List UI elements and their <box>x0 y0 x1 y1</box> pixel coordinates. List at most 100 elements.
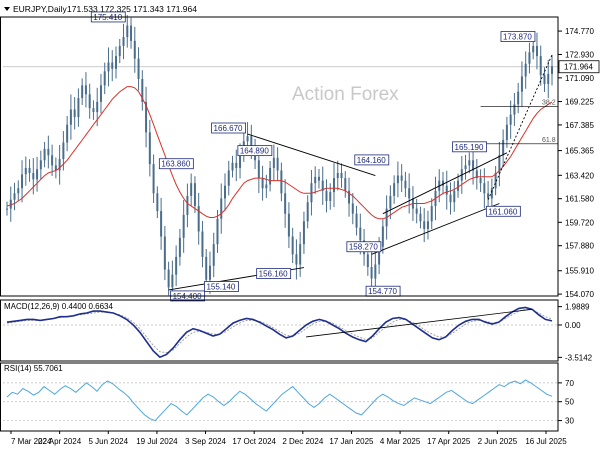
candle-body <box>389 195 392 209</box>
candle-body <box>186 195 189 215</box>
macd-panel: MACD(12,26,9) 0.4400 0.6634 1.9889 0.00 -3… <box>3 302 593 362</box>
price-axis-label: 161.580 <box>565 195 594 204</box>
rsi-axis-label: 50 <box>565 398 574 407</box>
chevron-down-icon[interactable] <box>4 7 10 11</box>
candle-body <box>227 170 230 186</box>
candle-body <box>502 139 505 156</box>
candle-body <box>21 174 24 189</box>
candle-body <box>475 170 478 179</box>
candle-body <box>205 256 208 280</box>
candle-body <box>107 62 110 72</box>
price-axis-label: 155.910 <box>565 267 594 276</box>
price-label: 164.160 <box>357 156 386 165</box>
time-axis-label: 16 Jul 2025 <box>525 437 567 446</box>
candle-body <box>419 213 422 222</box>
candle-body <box>118 45 121 57</box>
price-axis-label: 159.720 <box>565 218 594 227</box>
ohlc-readout: 171.533 172.325 171.343 171.964 <box>67 4 197 14</box>
time-axis-label: 2 Jun 2025 <box>478 437 518 446</box>
moving-average <box>6 86 553 220</box>
macd-line <box>6 306 553 359</box>
candle-body <box>449 194 452 203</box>
candle-body <box>287 213 290 237</box>
time-axis-label: 4 Mar 2025 <box>380 437 421 446</box>
time-axis-label: 17 Oct 2024 <box>232 437 276 446</box>
price-axis: 174.770 172.930 171.090 169.225 167.385 165.3… <box>558 27 600 299</box>
watermark: Action Forex <box>292 84 399 105</box>
candle-body <box>250 136 253 148</box>
price-label: 163.860 <box>161 160 190 169</box>
candle-body <box>261 178 264 189</box>
candle-body <box>130 25 133 41</box>
price-axis-label: 157.880 <box>565 242 594 251</box>
candle-body <box>269 167 272 185</box>
time-axis-label: 19 Jul 2024 <box>136 437 178 446</box>
candle-body <box>212 244 215 266</box>
fib-levels: 38.2 61.8 <box>480 100 558 145</box>
candle-body <box>43 148 46 161</box>
candle-body <box>96 101 99 113</box>
candle-body <box>73 109 76 118</box>
price-axis-label: 167.385 <box>565 121 594 130</box>
candle-body <box>36 169 39 180</box>
current-price-tag <box>558 60 600 74</box>
candle-body <box>505 124 508 140</box>
candle-body <box>141 78 144 102</box>
candle-body <box>366 254 369 268</box>
rsi-title: RSI(14) 55.7061 <box>4 364 63 373</box>
candle-body <box>539 56 542 76</box>
candle-body <box>524 63 527 77</box>
candle-body <box>494 173 497 189</box>
price-axis-label: 163.420 <box>565 171 594 180</box>
candle-body <box>468 160 471 166</box>
candle-body <box>272 157 275 168</box>
candle-body <box>208 265 211 280</box>
macd-signal-line <box>6 308 553 354</box>
candle-body <box>359 227 362 241</box>
candle-body <box>295 254 298 265</box>
candle-body <box>393 183 396 196</box>
candle-body <box>175 256 178 275</box>
candle-body <box>152 164 155 194</box>
candle-body <box>156 193 159 212</box>
time-axis-label: 17 Apr 2025 <box>427 437 471 446</box>
candle-body <box>239 153 242 168</box>
candle-body <box>464 165 467 170</box>
price-label: 156.160 <box>259 270 288 279</box>
candle-body <box>532 45 535 53</box>
price-label: 164.890 <box>240 147 269 156</box>
candle-body <box>408 188 411 199</box>
price-axis-label: 169.225 <box>565 98 594 107</box>
candle-body <box>167 269 170 288</box>
candle-body <box>126 25 129 38</box>
candle-body <box>39 160 42 170</box>
candle-body <box>163 236 166 270</box>
candle-body <box>235 162 238 168</box>
candle-body <box>62 142 65 160</box>
candle-body <box>88 94 91 109</box>
candle-body <box>84 85 87 95</box>
candle-body <box>122 37 125 46</box>
candle-body <box>257 160 260 179</box>
time-axis-label: 22 Apr 2024 <box>38 437 82 446</box>
candle-body <box>355 213 358 228</box>
macd-trendline <box>306 308 533 338</box>
candle-body <box>32 173 35 180</box>
time-axis-label: 2 Dec 2024 <box>282 437 323 446</box>
candle-body <box>77 98 80 118</box>
candle-body <box>479 178 482 184</box>
candle-body <box>193 183 196 207</box>
rsi-line <box>6 379 553 422</box>
price-label-box <box>204 281 239 292</box>
rsi-axis-label: 70 <box>565 379 574 388</box>
candle-body <box>171 274 174 288</box>
panel-frame <box>0 16 559 297</box>
candle-body <box>547 73 550 85</box>
rsi-lines <box>3 379 558 422</box>
candle-body <box>374 264 377 279</box>
candle-body <box>457 180 460 191</box>
price-axis-label: 171.090 <box>565 74 594 83</box>
candle-body <box>103 71 106 86</box>
price-axis-label: 174.770 <box>565 27 594 36</box>
candle-body <box>17 188 20 194</box>
